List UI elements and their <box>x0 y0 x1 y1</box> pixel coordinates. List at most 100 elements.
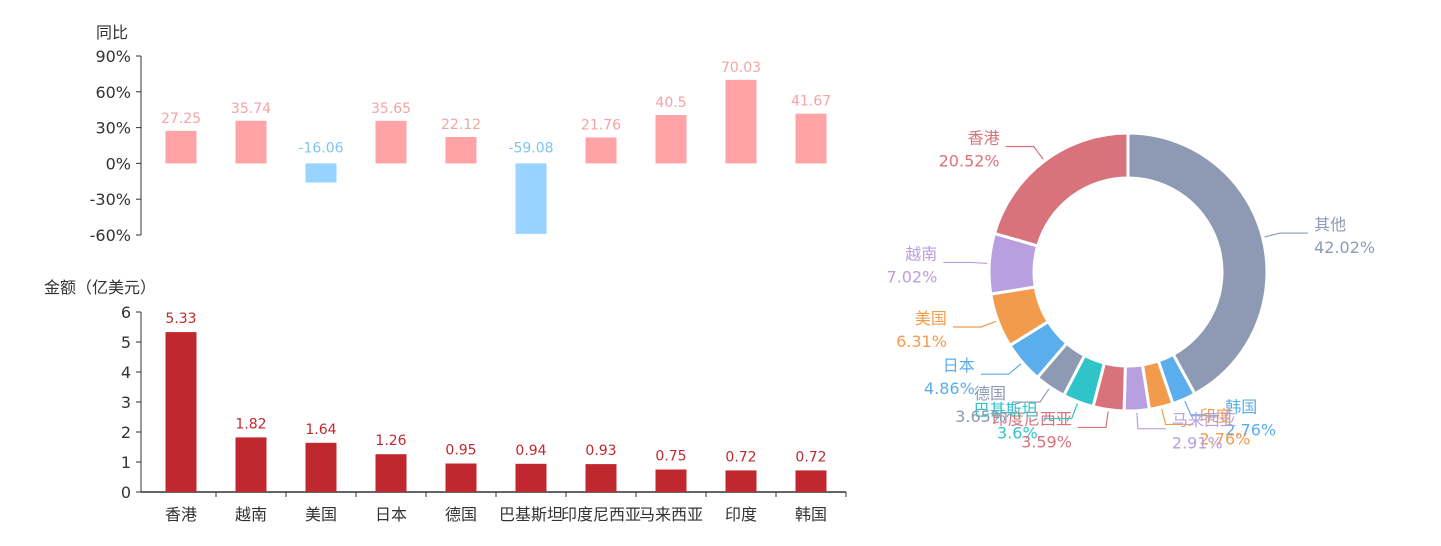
yoy-data-label: 40.5 <box>655 95 686 111</box>
amount-data-label: 0.93 <box>585 443 616 459</box>
amount-x-tick-label: 德国 <box>445 505 477 524</box>
donut-slice-name: 其他 <box>1314 215 1346 234</box>
amount-x-tick-label: 越南 <box>235 505 267 524</box>
donut-slice-percent: 3.6% <box>997 424 1038 443</box>
amount-bar <box>445 463 477 492</box>
donut-leader-line <box>1136 412 1166 430</box>
donut-slice <box>1126 131 1269 396</box>
donut-slice-name: 香港 <box>968 129 1000 148</box>
yoy-y-tick-label: 60% <box>95 83 131 102</box>
yoy-bar-chart: 同比 90% 60% 30% 0% -30% -60% 27.25 35.74 -16.06 35.… <box>90 23 831 245</box>
amount-x-tick-label: 韩国 <box>795 505 827 524</box>
amount-y-tick-label: 4 <box>121 363 131 382</box>
yoy-bar <box>445 137 477 164</box>
yoy-axis-title: 同比 <box>96 23 128 42</box>
amount-bar-chart: 金额（亿美元） 6 5 4 3 2 1 0 5.33 香港 1.82 越南 1.64 美国 1.26 日本 0.… <box>44 278 847 524</box>
share-donut-chart: 其他42.02%韩国2.76%印度2.76%马来西亚2.91%印度尼西亚3.59… <box>886 129 1375 453</box>
yoy-data-label: 41.67 <box>791 94 831 110</box>
yoy-y-tick-label: -60% <box>90 226 131 245</box>
amount-x-tick-label: 日本 <box>375 505 407 524</box>
yoy-data-label: 27.25 <box>161 111 201 127</box>
donut-leader-line <box>943 261 988 265</box>
amount-bar <box>515 463 547 492</box>
amount-data-label: 0.72 <box>725 449 756 465</box>
donut-slice-name: 巴基斯坦 <box>974 401 1038 420</box>
donut-slice-name: 马来西亚 <box>1172 411 1236 430</box>
donut-slice-percent: 3.65% <box>955 407 1006 426</box>
donut-slice-percent: 3.59% <box>1021 432 1072 451</box>
donut-slice-name: 美国 <box>915 309 947 328</box>
amount-y-tick-label: 6 <box>121 303 131 322</box>
yoy-y-tick-label: 30% <box>95 119 131 138</box>
donut-slice-percent: 20.52% <box>939 152 1000 171</box>
donut-slice-percent: 4.86% <box>924 379 975 398</box>
amount-y-tick-label: 5 <box>121 333 131 352</box>
donut-slice-name: 越南 <box>905 244 937 263</box>
yoy-y-tick-label: 90% <box>95 47 131 66</box>
amount-bar <box>585 464 617 492</box>
donut-leader-line <box>1161 408 1194 426</box>
donut-slice-percent: 7.02% <box>886 267 937 286</box>
yoy-bar <box>655 115 687 164</box>
yoy-data-label: 35.65 <box>371 101 411 117</box>
donut-slice-percent: 2.76% <box>1200 429 1251 448</box>
yoy-bar <box>725 79 757 164</box>
amount-y-tick-label: 3 <box>121 393 131 412</box>
donut-leader-line <box>1077 411 1109 429</box>
amount-axis-title: 金额（亿美元） <box>44 278 156 297</box>
yoy-data-label: 22.12 <box>441 117 481 133</box>
yoy-bar <box>235 120 267 164</box>
amount-data-label: 0.95 <box>445 443 476 459</box>
amount-data-label: 5.33 <box>165 311 196 327</box>
donut-leader-line <box>1184 400 1220 417</box>
amount-data-label: 1.26 <box>375 433 406 449</box>
amount-bar <box>725 470 757 492</box>
yoy-data-label: 70.03 <box>721 60 761 76</box>
yoy-data-label: 35.74 <box>231 101 271 117</box>
yoy-bar <box>795 113 827 164</box>
donut-slice-percent: 6.31% <box>896 332 947 351</box>
amount-data-label: 0.94 <box>515 443 546 459</box>
amount-y-tick-label: 1 <box>121 453 131 472</box>
yoy-data-label: -59.08 <box>508 140 553 156</box>
donut-slice-name: 日本 <box>943 356 975 375</box>
yoy-data-label: -16.06 <box>298 140 343 156</box>
donut-leader-line <box>1005 145 1044 160</box>
yoy-y-tick-label: -30% <box>90 190 131 209</box>
yoy-bar <box>375 120 407 164</box>
yoy-bar <box>165 130 197 164</box>
donut-slice-percent: 42.02% <box>1314 238 1375 257</box>
amount-y-tick-label: 2 <box>121 423 131 442</box>
yoy-y-tick-label: 0% <box>106 154 131 173</box>
donut-slice-percent: 2.91% <box>1172 434 1223 453</box>
amount-data-label: 0.72 <box>795 449 826 465</box>
donut-leader-line <box>952 320 997 328</box>
amount-y-tick-label: 0 <box>121 483 131 502</box>
amount-bar <box>655 469 687 492</box>
amount-x-tick-label: 香港 <box>165 505 197 524</box>
donut-leader-line <box>980 363 1022 375</box>
donut-slice-name: 韩国 <box>1225 398 1257 417</box>
donut-leader-line <box>1012 388 1050 403</box>
donut-leader-line <box>1264 232 1309 238</box>
amount-data-label: 1.82 <box>235 416 266 432</box>
donut-slice-name: 德国 <box>974 384 1006 403</box>
amount-bar <box>795 470 827 492</box>
amount-bar <box>235 437 267 492</box>
yoy-bar <box>515 163 547 234</box>
amount-bar <box>305 442 337 492</box>
donut-slice <box>992 131 1130 248</box>
amount-x-tick-label: 美国 <box>305 505 337 524</box>
donut-slice-name: 印度 <box>1200 406 1232 425</box>
amount-bar <box>375 454 407 492</box>
amount-x-tick-label: 印度 <box>725 505 757 524</box>
amount-bar <box>165 332 197 492</box>
amount-x-tick-label: 印度尼西亚 <box>561 505 641 524</box>
donut-slice-name: 印度尼西亚 <box>992 409 1072 428</box>
yoy-bar <box>305 163 337 183</box>
amount-x-tick-label: 马来西亚 <box>639 505 703 524</box>
amount-data-label: 0.75 <box>655 449 686 465</box>
amount-data-label: 1.64 <box>305 422 336 438</box>
yoy-bar <box>585 137 617 164</box>
